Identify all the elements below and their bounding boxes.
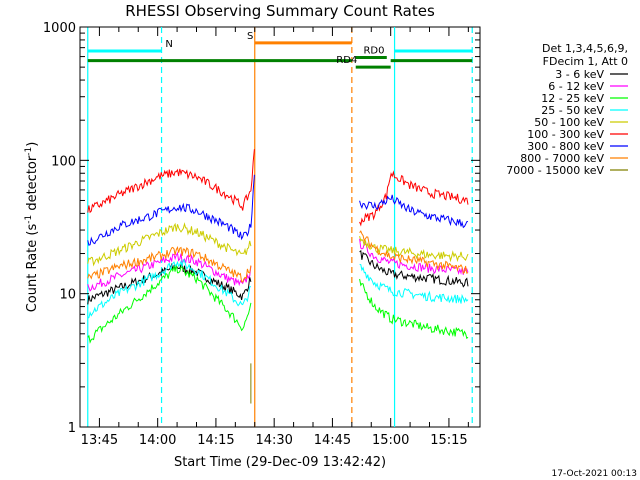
legend-entry: 800 - 7000 keV: [520, 152, 604, 165]
plot-frame: [79, 26, 481, 428]
state-bars: N S RD4 RD0: [87, 31, 473, 69]
legend: Det 1,3,4,5,6,9, FDecim 1, Att 0 3 - 6 k…: [506, 42, 628, 177]
state-bar-label: RD0: [363, 46, 384, 57]
series-line-post-gap: [359, 230, 469, 275]
x-tick-label: 14:15: [197, 433, 234, 448]
legend-entry: 25 - 50 keV: [541, 104, 604, 117]
state-change-lines: [87, 27, 473, 427]
series-line-pre-gap: [87, 174, 255, 246]
x-tick-label: 14:30: [255, 433, 292, 448]
legend-entry: 50 - 100 keV: [534, 116, 604, 129]
x-axis: 13:45 14:00 14:15 14:30 14:45 15:00 15:15: [79, 27, 469, 448]
legend-entry: 6 - 12 keV: [548, 80, 604, 93]
x-tick-label: 15:00: [372, 433, 409, 448]
series-line-post-gap: [359, 263, 469, 304]
series-line-pre-gap: [87, 258, 251, 319]
state-bar-label: RD4: [336, 55, 357, 66]
y-tick-label: 100: [51, 154, 76, 169]
state-bar-label: S: [247, 31, 253, 42]
plot-area: N S RD4 RD0: [79, 26, 481, 428]
legend-entry: 12 - 25 keV: [541, 92, 604, 105]
x-tick-label: 14:45: [314, 433, 351, 448]
x-tick-label: 13:45: [81, 433, 118, 448]
x-axis-label: Start Time (29-Dec-09 13:42:42): [174, 455, 386, 470]
series-line-post-gap: [359, 194, 469, 229]
series-line-pre-gap: [87, 149, 255, 214]
timestamp: 17-Oct-2021 00:13: [552, 469, 637, 479]
series-line-pre-gap: [87, 251, 252, 292]
y-tick-label: 1000: [43, 21, 76, 36]
legend-header-line-1: Det 1,3,4,5,6,9,: [542, 42, 628, 55]
series-line-post-gap: [359, 170, 469, 227]
series-line-pre-gap: [87, 245, 252, 283]
series-lines: [87, 149, 469, 404]
series-line-post-gap: [359, 249, 469, 288]
chart-title: RHESSI Observing Summary Count Rates: [125, 2, 435, 20]
legend-header-line-2: FDecim 1, Att 0: [543, 55, 628, 68]
series-line-post-gap: [359, 278, 469, 340]
y-tick-label: 1: [68, 421, 76, 436]
state-bar-label: N: [165, 39, 172, 50]
series-line-pre-gap: [87, 262, 252, 305]
series-line-pre-gap: [87, 264, 252, 344]
x-tick-label: 14:00: [139, 433, 176, 448]
legend-entry: 100 - 300 keV: [527, 128, 604, 141]
series-line-post-gap: [359, 238, 469, 275]
legend-entry: 300 - 800 keV: [527, 140, 604, 153]
x-tick-label: 15:15: [430, 433, 467, 448]
y-axis: 1 10 100 1000: [43, 21, 480, 436]
series-line-pre-gap: [87, 222, 252, 267]
y-axis-label: Count Rate (s-1 detector-1): [24, 142, 40, 313]
legend-entry: 3 - 6 keV: [555, 68, 604, 81]
legend-entry: 7000 - 15000 keV: [506, 164, 604, 177]
y-tick-label: 10: [59, 288, 76, 303]
